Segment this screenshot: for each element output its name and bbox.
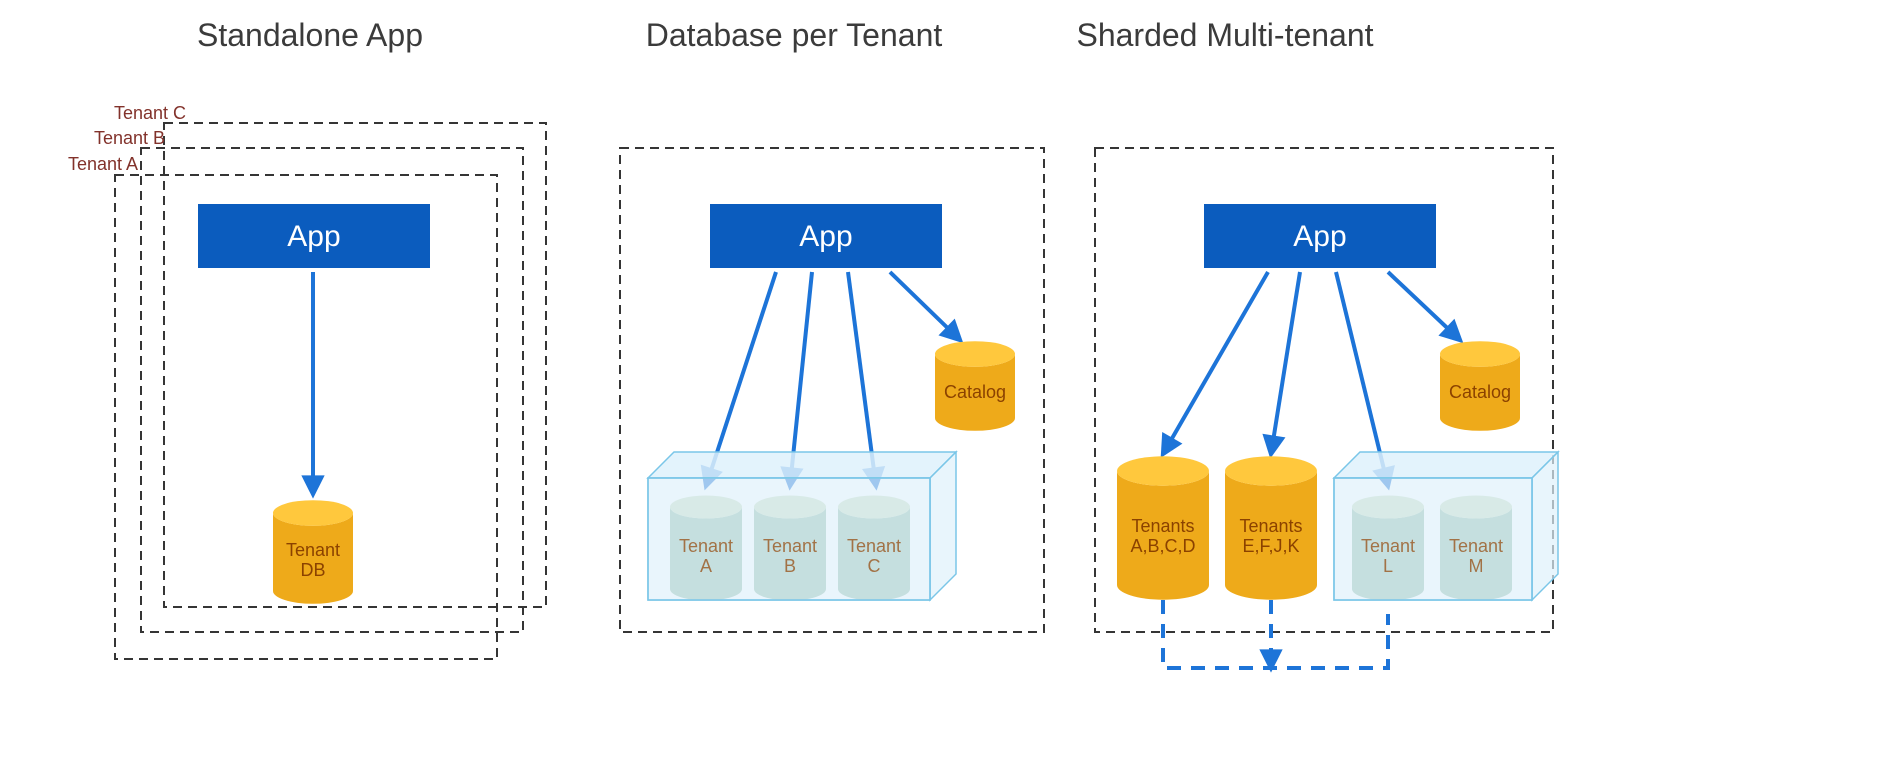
title-standalone: Standalone App xyxy=(197,17,423,53)
sharded-dashed-connector xyxy=(1163,600,1388,668)
sharded-pool-side xyxy=(1532,452,1558,600)
title-db-per-tenant: Database per Tenant xyxy=(646,17,943,53)
sharded-bigshard-0-top xyxy=(1117,456,1209,485)
standalone-tenant-db-label-0: Tenant xyxy=(286,540,340,560)
dbpt-pool-side xyxy=(930,452,956,600)
title-sharded: Sharded Multi-tenant xyxy=(1076,17,1373,53)
sharded-bigshard-0-label-0: Tenants xyxy=(1131,516,1194,536)
standalone-box-0 xyxy=(164,123,546,607)
sharded-arrow-1 xyxy=(1271,272,1300,454)
dbpt-pool-overlay xyxy=(648,478,930,600)
standalone-tenant-label-1: Tenant B xyxy=(94,128,165,148)
sharded-bigshard-1-label-0: Tenants xyxy=(1239,516,1302,536)
sharded-bigshard-1-top xyxy=(1225,456,1317,485)
standalone-app-label: App xyxy=(287,220,340,253)
dbpt-catalog-label-0: Catalog xyxy=(944,382,1006,402)
dbpt-pool-top xyxy=(648,452,956,478)
sharded-catalog-label-0: Catalog xyxy=(1449,382,1511,402)
standalone-tenant-label-2: Tenant A xyxy=(68,154,138,174)
standalone-tenant-label-0: Tenant C xyxy=(114,103,186,123)
dbpt-app-label: App xyxy=(799,220,852,253)
sharded-catalog-top xyxy=(1440,341,1520,367)
sharded-arrow-0 xyxy=(1163,272,1268,454)
sharded-pool-overlay xyxy=(1334,478,1532,600)
dbpt-arrow-3 xyxy=(890,272,960,340)
sharded-arrow-3 xyxy=(1388,272,1460,340)
sharded-bigshard-1-label-1: E,F,J,K xyxy=(1242,536,1299,556)
sharded-pool-top xyxy=(1334,452,1558,478)
dbpt-catalog-top xyxy=(935,341,1015,367)
standalone-tenant-db-label-1: DB xyxy=(300,560,325,580)
standalone-tenant-db-top xyxy=(273,500,353,526)
sharded-bigshard-0-label-1: A,B,C,D xyxy=(1130,536,1195,556)
sharded-app-label: App xyxy=(1293,220,1346,253)
